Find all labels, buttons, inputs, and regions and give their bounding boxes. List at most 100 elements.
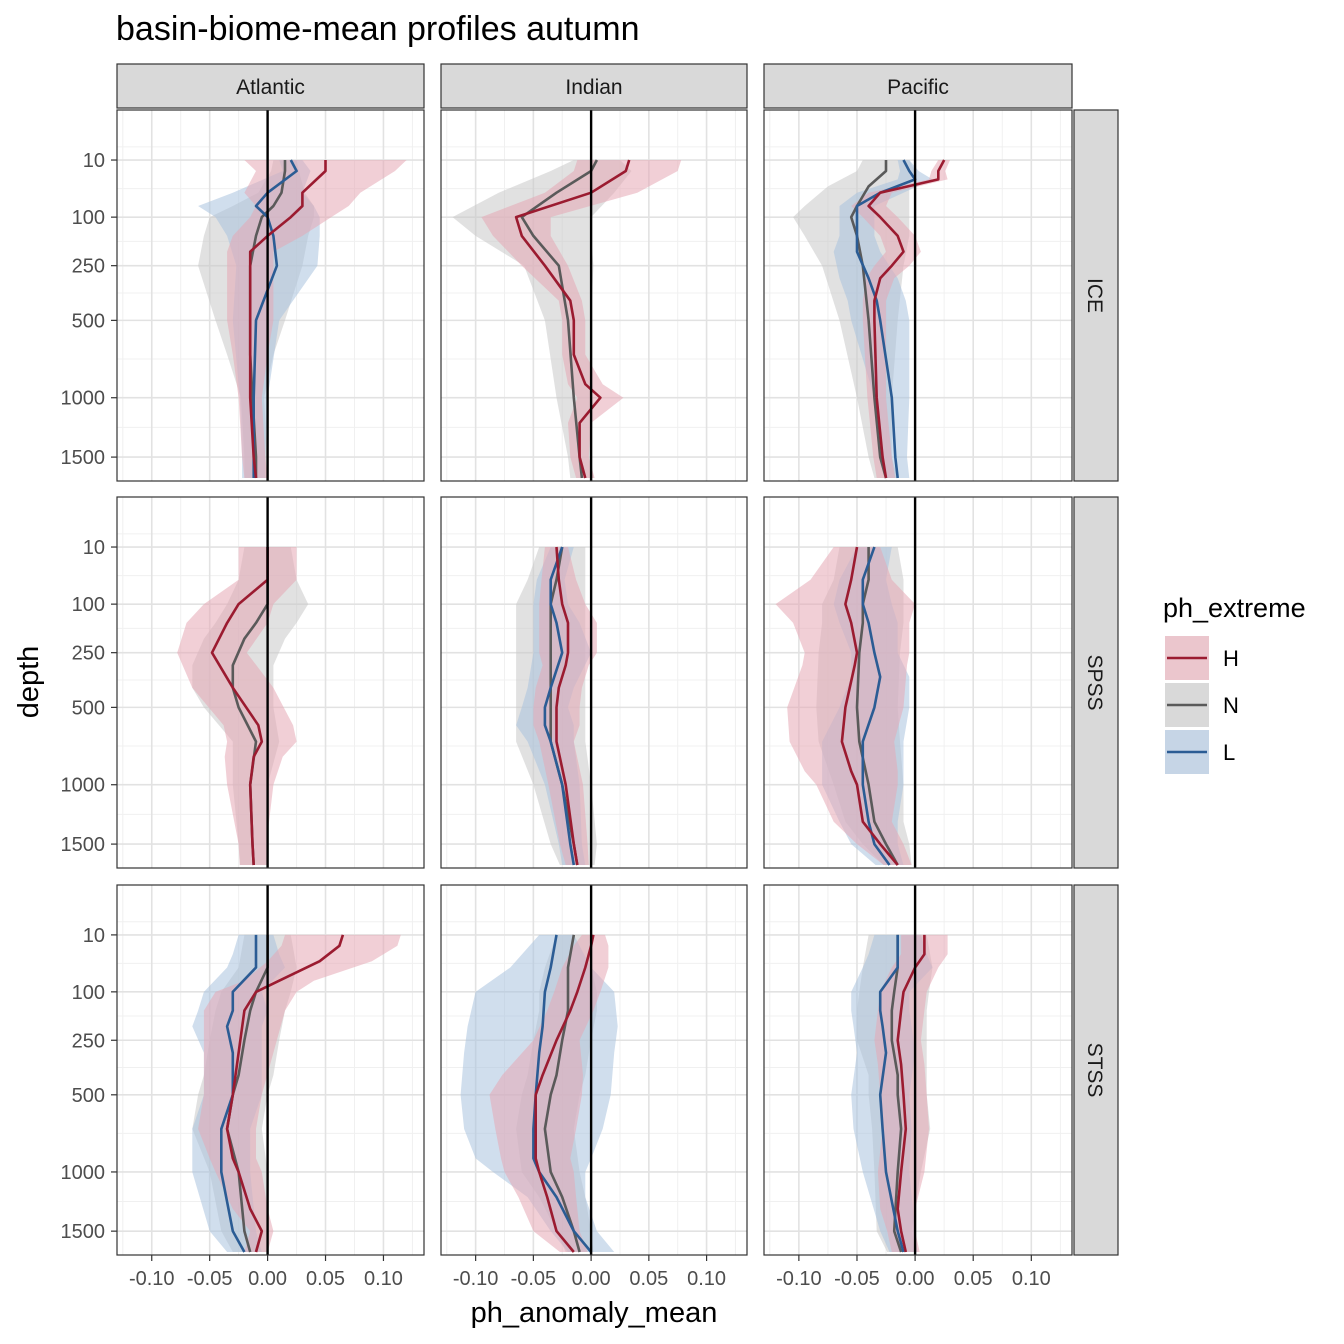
panel-background (441, 497, 747, 868)
x-tick-label: -0.05 (187, 1268, 233, 1290)
line-H (210, 547, 269, 866)
x-tick-label: -0.05 (834, 1268, 880, 1290)
y-tick-label: 500 (72, 310, 105, 332)
panel-stss-indian: -0.10 -0.05 0.00 0.05 0.10 (440, 884, 748, 1290)
line-N (225, 934, 269, 1253)
panel-ice-pacific (763, 109, 1073, 482)
line-L (878, 934, 905, 1253)
strip-spss (1073, 496, 1119, 869)
line-H (514, 159, 631, 479)
y-tick-label: 10 (83, 925, 105, 947)
y-tick-label: 250 (72, 1030, 105, 1052)
data-layer (516, 546, 597, 866)
strip-indian (440, 63, 748, 109)
line-L (861, 546, 891, 866)
strip-label-atlantic: Atlantic (236, 76, 305, 99)
y-tick-label: 1500 (61, 447, 106, 469)
y-tick-label: 10 (83, 150, 105, 172)
x-tick-label: 0.00 (248, 1268, 287, 1290)
legend-label: H (1223, 646, 1239, 671)
legend: ph_extreme HNL (1163, 593, 1306, 774)
panel-spss-atlantic: 10 100 250 500 1000 1500 (61, 496, 425, 869)
line-N (855, 547, 899, 866)
panel-background (764, 110, 1072, 481)
panel-border (116, 884, 425, 1256)
line-H (248, 160, 327, 479)
strip-pacific (763, 63, 1073, 109)
panel-border (440, 884, 748, 1256)
x-tick-label: 0.05 (954, 1268, 993, 1290)
panel-border (116, 109, 425, 482)
panel-border (440, 496, 748, 869)
x-tick-label: 0.00 (896, 1268, 935, 1290)
line-L (220, 934, 258, 1253)
strip-ice (1073, 109, 1119, 482)
line-H (225, 934, 345, 1253)
line-N (520, 159, 599, 479)
y-tick-label: 100 (72, 207, 105, 229)
y-tick-label: 1500 (61, 1221, 106, 1243)
x-tick-label: 0.10 (687, 1268, 726, 1290)
line-N (890, 934, 903, 1253)
ribbon-H (489, 934, 609, 1252)
data-layer (793, 159, 950, 479)
legend-label: L (1223, 740, 1235, 765)
panel-border (440, 109, 748, 482)
panel-border (116, 496, 425, 869)
x-tick-label: -0.05 (511, 1268, 557, 1290)
strip-label-ice: ICE (1083, 278, 1106, 313)
panel-spss-pacific (763, 496, 1073, 869)
x-tick-label: -0.10 (776, 1268, 822, 1290)
y-tick-label: 100 (72, 982, 105, 1004)
strip-label-pacific: Pacific (887, 76, 949, 99)
ribbon-H (227, 160, 407, 478)
y-tick-label: 100 (72, 594, 105, 616)
panel-stss-atlantic: 10 100 250 500 1000 1500 -0.10 -0.05 0.00 0.05 0.1… (61, 884, 425, 1290)
y-tick-label: 1000 (61, 775, 106, 797)
y-tick-label: 1000 (61, 1162, 106, 1184)
x-tick-label: 0.10 (1012, 1268, 1051, 1290)
line-H (867, 159, 946, 479)
panel-ice-indian (440, 109, 748, 482)
data-layer (775, 546, 916, 866)
strip-label-indian: Indian (565, 76, 622, 99)
y-axis-label: depth (13, 646, 45, 719)
strip-atlantic (116, 63, 425, 109)
data-layer (851, 934, 948, 1253)
strip-label-stss: STSS (1083, 1043, 1106, 1098)
panel-spss-indian (440, 496, 748, 869)
y-tick-label: 500 (72, 1085, 105, 1107)
legend-title: ph_extreme (1163, 593, 1306, 623)
panel-stss-pacific: -0.10 -0.05 0.00 0.05 0.10 (763, 884, 1073, 1290)
panel-border (763, 884, 1073, 1256)
x-axis-label: ph_anomaly_mean (471, 1297, 718, 1329)
line-H (534, 934, 595, 1253)
legend-label: N (1223, 693, 1239, 718)
data-layer (460, 934, 618, 1253)
y-tick-label: 250 (72, 256, 105, 278)
x-tick-label: -0.10 (453, 1268, 499, 1290)
line-H (840, 546, 899, 866)
data-layer (452, 159, 682, 479)
y-tick-label: 1500 (61, 834, 106, 856)
line-L (855, 159, 917, 479)
line-L (543, 546, 576, 866)
x-tick-label: 0.05 (306, 1268, 345, 1290)
panel-ice-atlantic: 10 100 250 500 1000 1500 (61, 109, 425, 482)
y-tick-label: 10 (83, 537, 105, 559)
x-tick-label: -0.10 (129, 1268, 175, 1290)
legend-item-n: N (1165, 683, 1239, 727)
line-H (555, 546, 579, 866)
x-tick-label: 0.05 (629, 1268, 668, 1290)
chart-title: basin-biome-mean profiles autumn (116, 10, 639, 48)
panels-layer: Atlantic Indian Pacific ICE SPSS STSS 10 100 250… (61, 63, 1119, 1290)
data-layer (192, 934, 401, 1253)
strip-stss (1073, 884, 1119, 1256)
legend-item-l: L (1165, 730, 1235, 774)
x-tick-label: 0.10 (364, 1268, 403, 1290)
y-tick-label: 250 (72, 643, 105, 665)
ribbon-H (481, 160, 682, 478)
line-N (543, 934, 581, 1253)
y-tick-label: 1000 (61, 388, 106, 410)
